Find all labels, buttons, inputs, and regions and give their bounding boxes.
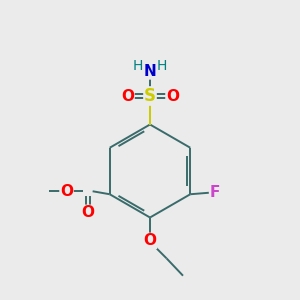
Text: O: O (143, 233, 157, 248)
Text: F: F (210, 185, 220, 200)
Text: S: S (144, 87, 156, 105)
Text: O: O (166, 88, 179, 104)
Text: O: O (121, 88, 134, 104)
Text: O: O (60, 184, 73, 199)
Text: H: H (157, 59, 167, 73)
Text: O: O (82, 205, 94, 220)
Text: N: N (144, 64, 156, 79)
Text: H: H (133, 59, 143, 73)
